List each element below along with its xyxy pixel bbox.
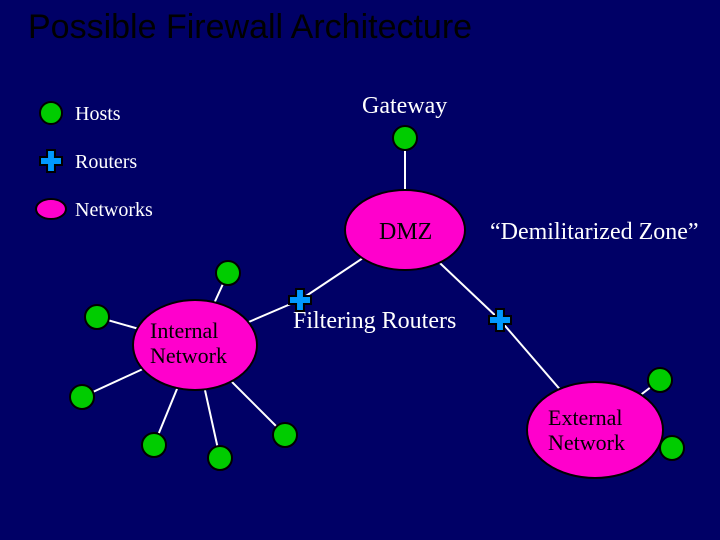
filtering-routers: Filtering Routers	[293, 308, 456, 335]
legend-routers-label: Routers	[75, 151, 137, 174]
gateway-label: Gateway	[362, 93, 447, 120]
host-int-f	[273, 423, 297, 447]
host-ext-b	[660, 436, 684, 460]
legend-networks-icon	[36, 199, 66, 219]
host-gateway	[393, 126, 417, 150]
legend-routers-icon	[40, 150, 62, 172]
legend-networks-label: Networks	[75, 199, 153, 222]
host-int-c	[70, 385, 94, 409]
diagram-canvas	[0, 0, 720, 540]
host-int-b	[85, 305, 109, 329]
network-external-label: External Network	[548, 405, 625, 456]
legend-hosts-label: Hosts	[75, 103, 121, 126]
network-dmz-label: DMZ	[379, 219, 432, 247]
dmz-desc: “Demilitarized Zone”	[490, 219, 699, 246]
host-ext-a	[648, 368, 672, 392]
network-internal-label: Internal Network	[150, 318, 227, 369]
host-int-d	[142, 433, 166, 457]
legend-hosts-icon	[40, 102, 62, 124]
host-int-e	[208, 446, 232, 470]
host-int-a	[216, 261, 240, 285]
